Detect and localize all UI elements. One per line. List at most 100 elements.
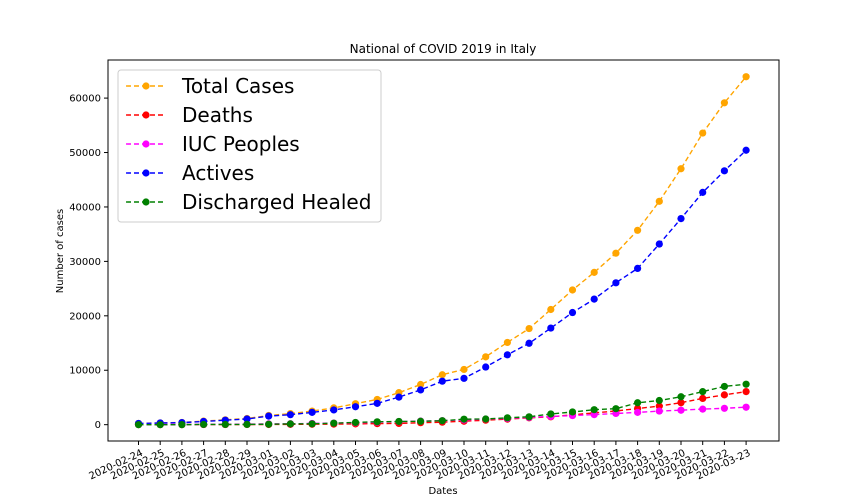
data-point (438, 371, 446, 379)
y-tick-label: 40000 (69, 202, 101, 213)
data-point (351, 403, 360, 411)
legend-swatch-marker (142, 169, 150, 177)
data-point (568, 408, 577, 416)
legend-swatch-marker (142, 198, 150, 206)
data-point (395, 417, 403, 426)
data-point (677, 165, 685, 173)
data-point (460, 374, 468, 382)
data-point (417, 380, 425, 389)
data-point (612, 279, 620, 287)
data-point (612, 405, 620, 413)
y-tick-label: 50000 (69, 148, 101, 159)
data-point (265, 420, 273, 428)
legend-label: Total Cases (181, 74, 294, 98)
data-point (460, 415, 468, 423)
data-point (438, 417, 446, 425)
data-point (677, 406, 685, 414)
data-point (590, 268, 598, 276)
data-point (503, 414, 511, 422)
data-point (634, 226, 642, 234)
data-point (221, 420, 229, 429)
data-point (330, 406, 338, 414)
legend-item: IUC Peoples (126, 132, 300, 156)
y-tick-label: 0 (95, 420, 101, 431)
series-line (138, 383, 747, 426)
data-point (655, 197, 663, 205)
y-tick-label: 10000 (69, 366, 101, 377)
data-point (525, 413, 533, 421)
data-point (525, 324, 533, 333)
legend-item: Total Cases (126, 74, 294, 98)
data-point (178, 421, 186, 429)
data-point (568, 286, 577, 294)
plot-area: 01000020000300004000050000600002020-02-2… (69, 59, 780, 482)
data-point (547, 324, 555, 332)
legend-swatch-marker (142, 111, 150, 119)
series-discharged-healed (134, 380, 750, 429)
data-point (677, 393, 685, 401)
data-point (503, 338, 511, 347)
data-point (482, 363, 490, 371)
data-point (590, 406, 598, 414)
data-point (547, 305, 555, 314)
data-point (265, 412, 273, 420)
data-point (308, 408, 316, 416)
data-point (699, 405, 707, 413)
data-point (482, 415, 490, 423)
data-point (134, 421, 143, 429)
data-point (720, 391, 729, 399)
data-point (417, 417, 425, 425)
legend-item: Deaths (126, 103, 253, 127)
data-point (460, 365, 468, 374)
data-point (720, 382, 729, 391)
data-point (742, 387, 750, 396)
legend-box (117, 69, 382, 223)
data-point (590, 295, 598, 303)
data-point (417, 386, 425, 394)
data-point (395, 393, 403, 401)
data-point (156, 421, 164, 429)
legend-label: Discharged Healed (182, 190, 371, 214)
series-line (138, 406, 747, 426)
y-tick-label: 60000 (69, 94, 101, 105)
data-point (438, 377, 446, 385)
data-point (373, 418, 381, 426)
data-point (612, 249, 620, 257)
data-point (655, 240, 663, 248)
data-point (200, 420, 208, 429)
y-axis-label: Number of cases (55, 209, 66, 293)
data-point (699, 388, 707, 396)
legend-label: Deaths (182, 103, 253, 127)
data-point (634, 408, 642, 416)
data-point (243, 415, 251, 423)
data-point (655, 402, 663, 410)
data-point (243, 420, 251, 428)
data-point (699, 394, 707, 403)
data-point (699, 129, 707, 137)
data-point (742, 380, 750, 388)
data-point (720, 167, 729, 175)
data-point (634, 264, 642, 273)
data-point (373, 399, 381, 407)
legend-item: Actives (126, 161, 254, 185)
y-tick-label: 30000 (69, 257, 101, 268)
data-point (547, 410, 555, 418)
legend-label: Actives (182, 161, 254, 185)
data-point (503, 351, 511, 359)
data-point (742, 403, 750, 411)
data-point (286, 411, 294, 419)
data-point (286, 420, 294, 428)
data-point (330, 419, 338, 427)
data-point (699, 188, 707, 196)
data-point (655, 407, 663, 415)
legend-label: IUC Peoples (182, 132, 300, 156)
data-point (482, 353, 490, 361)
legend-item: Discharged Healed (126, 190, 371, 214)
data-point (351, 418, 360, 427)
y-tick-label: 20000 (69, 311, 101, 322)
chart-title: National of COVID 2019 in Italy (350, 42, 537, 56)
data-point (720, 99, 729, 107)
data-point (525, 339, 533, 347)
series-line (138, 390, 747, 426)
